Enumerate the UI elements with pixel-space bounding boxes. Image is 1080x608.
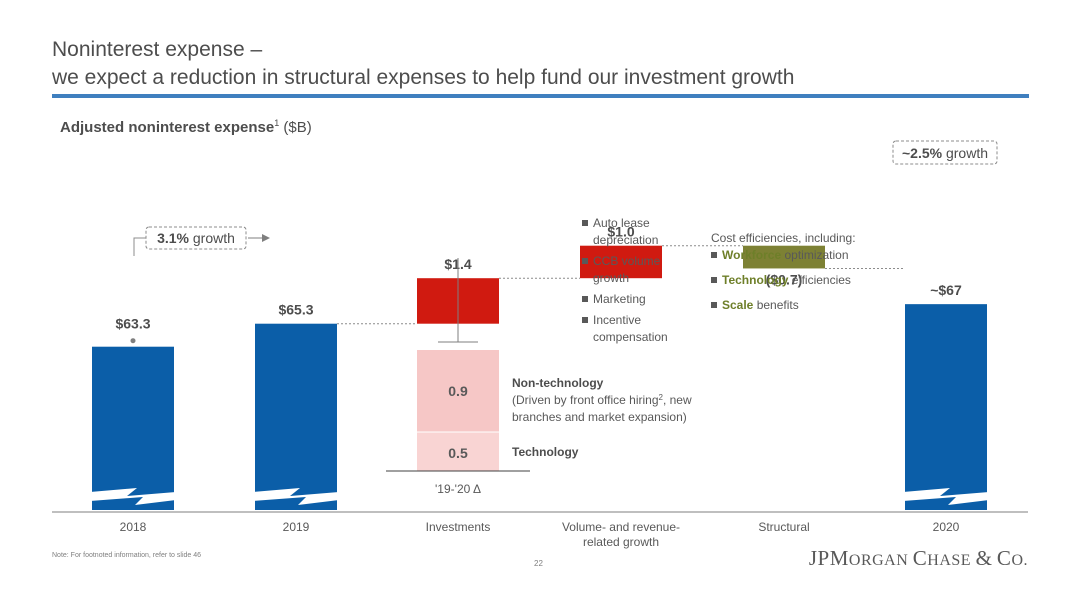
- structural-item-3: Scale benefits: [722, 298, 799, 312]
- value-label-2020: ~$67: [930, 282, 962, 298]
- structural-item-3-part: Scale: [722, 298, 754, 312]
- axis-break-mark: [90, 488, 176, 505]
- category-label-4: related growth: [583, 535, 659, 549]
- volume-item-1-line: depreciation: [593, 233, 658, 247]
- value-label-2018: $63.3: [115, 316, 150, 332]
- value-label-structural: ($0.7): [766, 271, 803, 287]
- breakdown-axis-label: '19-'20 Δ: [435, 482, 481, 496]
- structural-item-3-part: benefits: [753, 298, 798, 312]
- bar-2018: [92, 346, 174, 510]
- bullet-square-icon: [582, 258, 588, 264]
- volume-item-1-line: Auto lease: [593, 216, 650, 230]
- bullet-square-icon: [582, 296, 588, 302]
- structural-item-1-part: Workforce: [722, 248, 781, 262]
- non-technology-title: Non-technology: [512, 376, 604, 390]
- bullet-square-icon: [711, 252, 717, 258]
- axis-break-mark: [903, 488, 989, 505]
- bullet-square-icon: [582, 220, 588, 226]
- bullet-square-icon: [711, 302, 717, 308]
- value-label-2019: $65.3: [278, 302, 313, 318]
- non-technology-desc-part: , new: [663, 393, 692, 407]
- volume-item-3-line: Marketing: [593, 292, 646, 306]
- bar-2019: [255, 323, 337, 510]
- subtitle-footnote: 1: [274, 118, 280, 128]
- growth-callout-2020-part: growth: [942, 145, 988, 161]
- non-technology-desc: (Driven by front office hiring2, new: [512, 393, 692, 408]
- structural-item-1: Workforce optimization: [722, 248, 849, 262]
- title-line-2: we expect a reduction in structural expe…: [52, 66, 795, 89]
- category-label-6: 2020: [933, 520, 960, 534]
- growth-callout-2020: ~2.5% growth: [902, 145, 988, 161]
- category-label-5: Structural: [758, 520, 809, 534]
- subtitle-unit: ($B): [283, 119, 312, 136]
- value-label-non-technology: 0.9: [448, 383, 468, 399]
- structural-item-2-part: Technology: [722, 273, 789, 287]
- technology-title: Technology: [512, 445, 579, 459]
- title-line-1: Noninterest expense –: [52, 38, 263, 61]
- category-label-4: Volume- and revenue-: [562, 520, 680, 534]
- bar-structural: [743, 245, 825, 269]
- value-label-technology: 0.5: [448, 445, 468, 461]
- growth-callout-2019: 3.1% growth: [157, 230, 235, 246]
- callout-leader: [133, 237, 146, 256]
- growth-callout-2019-part: 3.1%: [157, 230, 189, 246]
- company-logo: JPMORGAN CHASE & CO.: [808, 546, 1028, 570]
- page-number: 22: [534, 559, 543, 568]
- bar-volume-growth: [580, 245, 662, 279]
- structural-item-2: Technology efficiencies: [722, 273, 851, 287]
- structural-intro: Cost efficiencies, including:: [711, 231, 856, 245]
- non-technology-desc-part: (Driven by front office hiring: [512, 393, 659, 407]
- bar-2020: [905, 304, 987, 510]
- volume-item-4-line: Incentive: [593, 313, 641, 327]
- category-label-2: 2019: [283, 520, 310, 534]
- bullet-square-icon: [582, 317, 588, 323]
- bar-non-technology: [417, 350, 499, 432]
- arrow-head-icon: [262, 234, 270, 242]
- growth-callout-box: [892, 140, 998, 165]
- category-label-1: 2018: [120, 520, 147, 534]
- growth-callout-2019-part: growth: [189, 230, 235, 246]
- non-technology-desc-line2: branches and market expansion): [512, 410, 687, 424]
- footnote: Note: For footnoted information, refer t…: [52, 552, 202, 559]
- volume-item-2-line: growth: [593, 271, 629, 285]
- marker-dot: [130, 338, 136, 344]
- subtitle-bold: Adjusted noninterest expense: [60, 119, 275, 136]
- category-label-3: Investments: [426, 520, 491, 534]
- chart-subtitle: Adjusted noninterest expense1 ($B): [60, 118, 312, 136]
- bar-technology: [417, 432, 499, 471]
- structural-item-2-part: efficiencies: [788, 273, 850, 287]
- volume-item-4-line: compensation: [593, 330, 668, 344]
- axis-break-mark: [253, 488, 339, 505]
- non-technology-desc-part: 2: [659, 393, 664, 402]
- slide-title: Noninterest expense – we expect a reduct…: [52, 36, 794, 92]
- growth-callout-2020-part: ~2.5%: [902, 145, 943, 161]
- bullet-square-icon: [711, 277, 717, 283]
- volume-item-2-line: CCB volume: [593, 254, 661, 268]
- title-rule: [52, 94, 1029, 98]
- value-label-volume-growth: $1.0: [607, 224, 634, 240]
- structural-item-1-part: optimization: [781, 248, 848, 262]
